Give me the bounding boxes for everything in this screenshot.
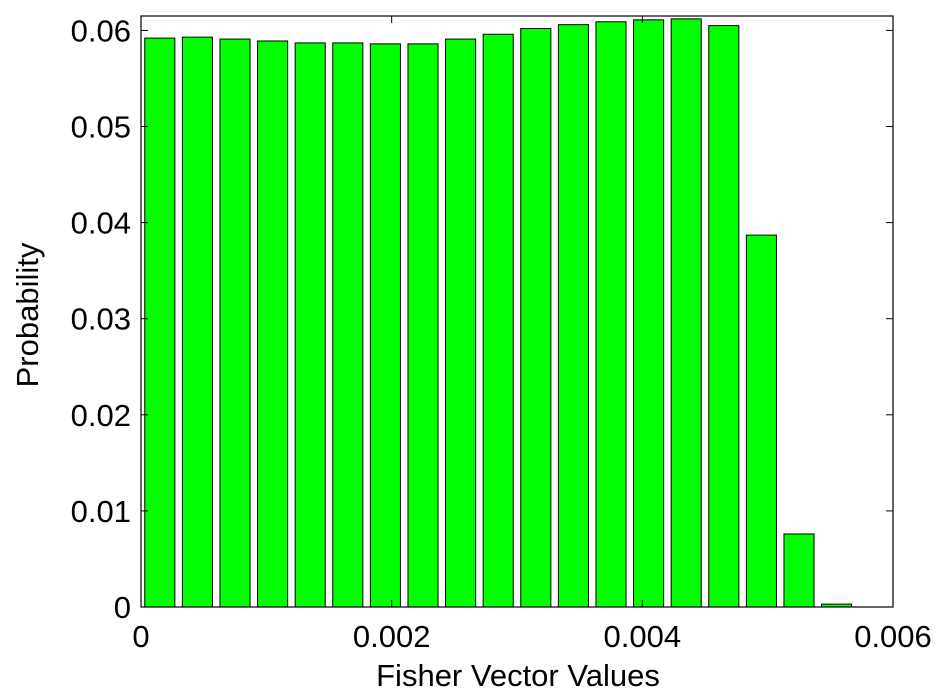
x-tick-label: 0.006 — [854, 619, 932, 654]
bar — [332, 42, 364, 608]
x-tick-label: 0.004 — [604, 619, 682, 654]
plot-frame — [140, 15, 894, 608]
ticks-group — [140, 16, 894, 608]
bar — [407, 43, 439, 608]
bar — [745, 234, 777, 608]
y-axis-label: Probability — [10, 242, 45, 387]
bar — [181, 36, 213, 608]
y-tick-label: 0 — [114, 590, 131, 625]
bar — [595, 21, 627, 608]
bar — [257, 40, 289, 608]
x-tick-label: 0 — [132, 619, 149, 654]
bar — [294, 42, 326, 608]
bar — [557, 24, 589, 608]
bar — [445, 38, 477, 608]
bar — [144, 37, 176, 608]
bar — [633, 19, 665, 608]
y-tick-label: 0.03 — [71, 302, 131, 337]
y-tick-label: 0.01 — [71, 494, 131, 529]
tick-labels-group: 0 0.002 0.004 0.006 0 0.01 0.02 0.03 0.04 0.05 0.0… — [71, 13, 932, 654]
bar — [520, 27, 552, 608]
bars-group — [144, 18, 853, 608]
bar — [219, 38, 251, 608]
bar — [783, 533, 815, 608]
y-tick-label: 0.04 — [71, 206, 131, 241]
bar — [482, 33, 514, 608]
bar — [670, 18, 702, 608]
x-axis-label: Fisher Vector Values — [376, 658, 660, 693]
y-tick-label: 0.06 — [71, 13, 131, 48]
y-tick-label: 0.05 — [71, 110, 131, 145]
bar — [369, 43, 401, 608]
x-tick-label: 0.002 — [353, 619, 431, 654]
bar — [708, 25, 740, 608]
y-tick-label: 0.02 — [71, 398, 131, 433]
